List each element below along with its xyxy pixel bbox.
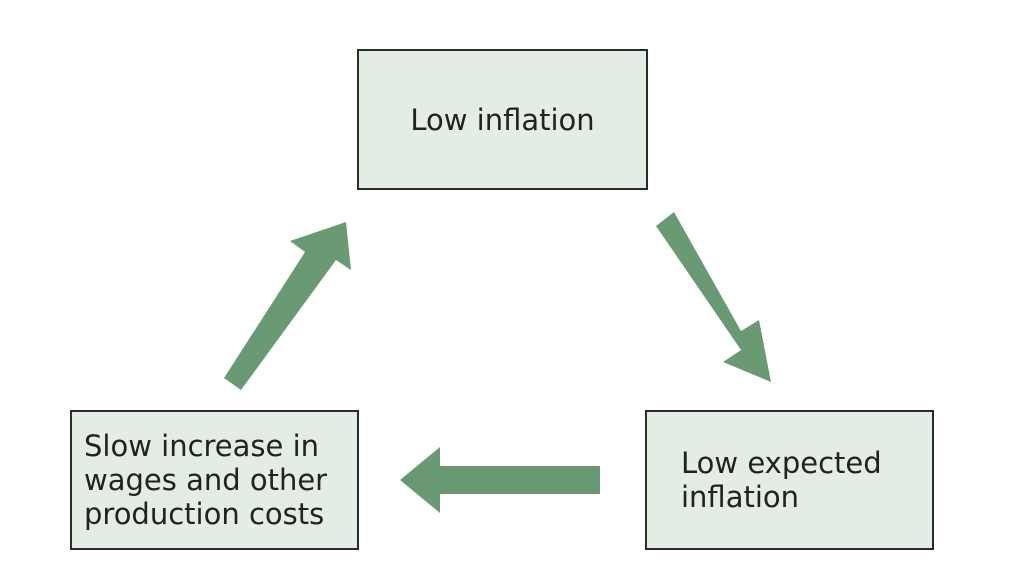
node-low-inflation: Low inflation <box>357 49 648 190</box>
node-slow-increase-costs: Slow increase in wages and other product… <box>70 410 359 550</box>
node-low-expected-inflation: Low expected inflation <box>645 410 934 550</box>
arrow-right-to-left <box>400 447 600 513</box>
arrow-left-to-top <box>224 222 351 390</box>
arrow-top-to-right <box>656 212 771 382</box>
node-slow-increase-costs-label: Slow increase in wages and other product… <box>84 429 328 531</box>
node-low-inflation-label: Low inflation <box>410 102 595 137</box>
node-low-expected-inflation-label: Low expected inflation <box>681 446 882 514</box>
